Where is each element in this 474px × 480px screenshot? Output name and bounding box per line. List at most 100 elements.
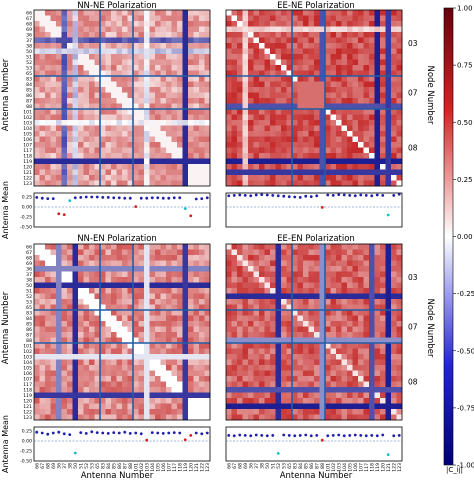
heatmap-cell — [166, 125, 172, 132]
heatmap-cell — [336, 365, 342, 371]
heatmap-cell — [264, 244, 271, 250]
heatmap-cell — [204, 114, 211, 121]
heatmap-cell — [94, 304, 101, 311]
heatmap-cell — [330, 293, 337, 300]
heatmap-cell — [144, 299, 150, 305]
heatmap-cell — [341, 387, 348, 393]
mean-point — [84, 432, 88, 435]
heatmap-cell — [171, 337, 178, 344]
heatmap-cell — [111, 153, 117, 159]
heatmap-cell — [259, 21, 265, 27]
heatmap-cell — [56, 136, 62, 143]
heatmap-cell — [155, 131, 161, 137]
heatmap-cell — [308, 153, 315, 159]
heatmap-cell — [72, 409, 79, 415]
heatmap-cell — [286, 153, 293, 159]
heatmap-cell — [336, 59, 342, 66]
heatmap-cell — [325, 37, 331, 44]
heatmap-cell — [237, 169, 243, 176]
heatmap-cell — [94, 326, 101, 333]
mean-y-tick: 0.25 — [22, 195, 32, 201]
heatmap-cell — [286, 54, 293, 60]
heatmap-cell — [374, 131, 381, 137]
heatmap-cell — [100, 260, 106, 267]
heatmap-cell — [61, 414, 68, 421]
heatmap-cell — [56, 409, 62, 415]
heatmap-cell — [275, 70, 282, 77]
heatmap-cell — [286, 164, 293, 170]
heatmap-cell — [325, 321, 331, 327]
heatmap-cell — [308, 65, 315, 71]
title-nn-ne: NN-NE Polarization — [77, 1, 157, 11]
heatmap-cell — [347, 282, 353, 289]
heatmap-cell — [242, 92, 249, 99]
heatmap-cell — [100, 92, 106, 99]
heatmap-cell — [248, 59, 254, 66]
heatmap-cell — [89, 21, 95, 27]
heatmap-cell — [396, 337, 403, 344]
mean-y-tick: -0.50 — [20, 225, 32, 231]
heatmap-cell — [100, 175, 106, 181]
heatmap-cell — [336, 398, 342, 404]
heatmap-cell — [380, 354, 386, 360]
heatmap-cell — [149, 59, 156, 66]
heatmap-cell — [78, 120, 84, 126]
heatmap-cell — [133, 76, 139, 82]
heatmap-cell — [226, 277, 232, 283]
heatmap-cell — [363, 244, 370, 250]
heatmap-cell — [122, 164, 128, 170]
heatmap-cell — [231, 32, 238, 38]
heatmap-cell — [308, 310, 315, 316]
heatmap-cell — [67, 70, 73, 77]
heatmap-cell — [358, 282, 364, 289]
heatmap-cell — [352, 158, 359, 165]
heatmap-cell — [308, 43, 315, 49]
heatmap-cell — [226, 142, 232, 148]
mean-point — [254, 433, 258, 437]
heatmap-cell — [149, 398, 156, 404]
heatmap-cell — [50, 26, 57, 33]
heatmap-cell — [286, 43, 293, 49]
heatmap-cell — [275, 10, 282, 16]
heatmap-cell — [149, 271, 156, 278]
heatmap-cell — [204, 337, 211, 344]
colorbar: 1.000.750.500.250.00-0.25-0.50-0.75-1.00… — [443, 5, 474, 474]
heatmap-cell — [380, 337, 386, 344]
heatmap-cell — [50, 70, 57, 77]
heatmap-cell — [122, 293, 128, 300]
heatmap-cell — [242, 54, 249, 60]
heatmap-cell — [347, 255, 353, 261]
heatmap-cell — [61, 76, 68, 82]
heatmap-cell — [138, 147, 145, 154]
heatmap-cell — [391, 255, 397, 261]
heatmap-cell — [319, 65, 326, 71]
mean-point — [161, 432, 165, 435]
heatmap-cell — [380, 376, 386, 382]
heatmap-cell — [336, 282, 342, 289]
heatmap-cell — [358, 387, 364, 393]
heatmap-cell — [253, 81, 260, 88]
x-tick-label: 123 — [397, 463, 403, 472]
heatmap-cell — [133, 158, 139, 165]
heatmap-cell — [166, 332, 172, 338]
heatmap-cell — [314, 65, 320, 71]
heatmap-cell — [61, 409, 68, 415]
heatmap-cell — [347, 321, 353, 327]
heatmap-cell — [45, 87, 51, 93]
heatmap-cell — [286, 37, 293, 44]
heatmap-cell — [259, 387, 265, 393]
heatmap-cell — [56, 266, 62, 272]
heatmap-cell — [193, 158, 200, 165]
heatmap-cell — [67, 354, 73, 360]
heatmap-cell — [330, 114, 337, 121]
heatmap-cell — [242, 21, 249, 27]
heatmap-cell — [56, 26, 62, 33]
heatmap-cell — [281, 98, 287, 104]
heatmap-cell — [72, 293, 79, 300]
heatmap-cell — [352, 315, 359, 322]
heatmap-cell — [72, 277, 79, 283]
heatmap-cell — [34, 409, 40, 415]
heatmap-cell — [352, 365, 359, 371]
heatmap-cell — [325, 409, 331, 415]
heatmap-cell — [166, 293, 172, 300]
